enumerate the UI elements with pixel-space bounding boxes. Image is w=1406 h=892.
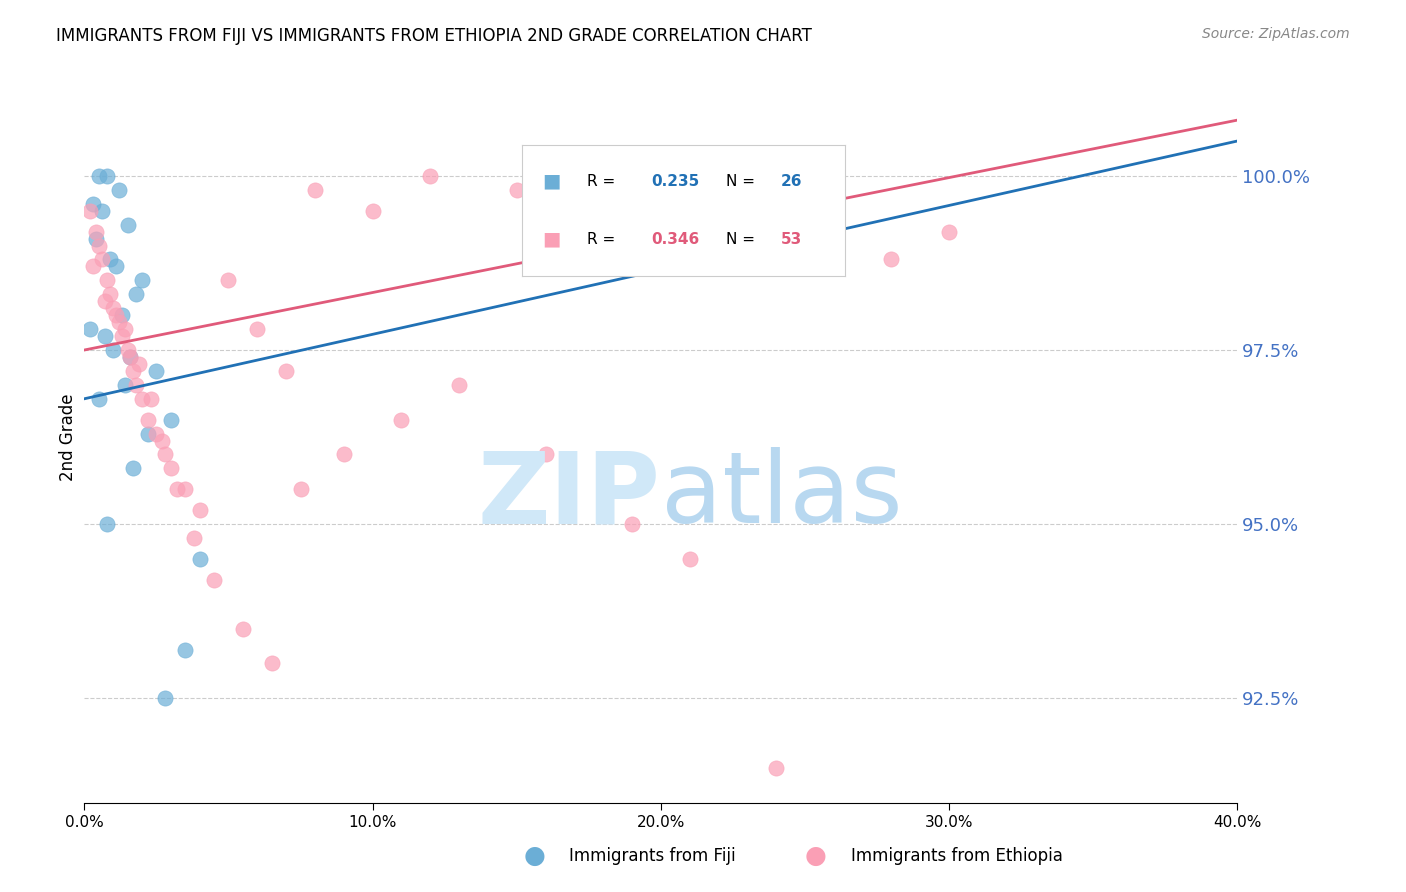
Point: [218, 273, 240, 287]
Point: [136, 426, 159, 441]
Point: [276, 364, 298, 378]
Point: [534, 448, 557, 462]
Point: [103, 343, 124, 357]
Point: [105, 308, 128, 322]
Point: [84, 231, 107, 245]
Point: [880, 252, 903, 267]
Point: [765, 761, 787, 775]
Point: [938, 225, 960, 239]
Point: [131, 273, 153, 287]
Point: [87, 238, 110, 252]
Point: [361, 203, 384, 218]
Point: [90, 252, 112, 267]
Point: [87, 169, 110, 183]
Point: [120, 350, 142, 364]
Point: [202, 573, 225, 587]
Point: [506, 183, 529, 197]
Point: [139, 392, 162, 406]
Text: Immigrants from Fiji: Immigrants from Fiji: [569, 847, 737, 865]
Point: [391, 412, 413, 426]
Text: Source: ZipAtlas.com: Source: ZipAtlas.com: [1202, 27, 1350, 41]
Point: [153, 448, 176, 462]
Point: [79, 203, 101, 218]
Point: [650, 203, 672, 218]
Point: [166, 483, 188, 497]
Point: [174, 642, 197, 657]
Point: [304, 183, 326, 197]
Point: [419, 169, 441, 183]
Point: [125, 287, 148, 301]
Point: [246, 322, 269, 336]
Point: [82, 196, 104, 211]
Point: [136, 412, 159, 426]
Text: Immigrants from Ethiopia: Immigrants from Ethiopia: [851, 847, 1063, 865]
Point: [449, 377, 471, 392]
Point: [82, 260, 104, 274]
Text: ZIP: ZIP: [478, 447, 661, 544]
Text: ●: ●: [523, 845, 546, 868]
Point: [84, 225, 107, 239]
Point: [188, 552, 211, 566]
Point: [122, 461, 145, 475]
Point: [120, 350, 142, 364]
Point: [96, 517, 118, 532]
Point: [105, 260, 128, 274]
Point: [160, 461, 183, 475]
Point: [90, 203, 112, 218]
Point: [150, 434, 173, 448]
Point: [111, 329, 134, 343]
Point: [87, 392, 110, 406]
Point: [592, 169, 614, 183]
Point: [333, 448, 356, 462]
Point: [131, 392, 153, 406]
Point: [183, 531, 205, 545]
Point: [111, 308, 134, 322]
Point: [93, 329, 115, 343]
Point: [145, 364, 167, 378]
Point: [794, 169, 817, 183]
Point: [98, 252, 121, 267]
Point: [232, 622, 254, 636]
Y-axis label: 2nd Grade: 2nd Grade: [59, 393, 77, 481]
Point: [125, 377, 148, 392]
Point: [79, 322, 101, 336]
Point: [188, 503, 211, 517]
Point: [122, 364, 145, 378]
Point: [153, 691, 176, 706]
Point: [117, 343, 139, 357]
Point: [114, 322, 136, 336]
Point: [96, 169, 118, 183]
Point: [117, 218, 139, 232]
Text: ●: ●: [804, 845, 827, 868]
Point: [108, 183, 131, 197]
Text: IMMIGRANTS FROM FIJI VS IMMIGRANTS FROM ETHIOPIA 2ND GRADE CORRELATION CHART: IMMIGRANTS FROM FIJI VS IMMIGRANTS FROM …: [56, 27, 813, 45]
Point: [93, 294, 115, 309]
Point: [98, 287, 121, 301]
Point: [621, 517, 644, 532]
Point: [174, 483, 197, 497]
Point: [103, 301, 124, 316]
Text: atlas: atlas: [661, 447, 903, 544]
Point: [145, 426, 167, 441]
Point: [290, 483, 312, 497]
Point: [108, 315, 131, 329]
Point: [128, 357, 150, 371]
Point: [160, 412, 183, 426]
Point: [707, 238, 730, 252]
Point: [260, 657, 283, 671]
Point: [96, 273, 118, 287]
Point: [114, 377, 136, 392]
Point: [679, 552, 702, 566]
